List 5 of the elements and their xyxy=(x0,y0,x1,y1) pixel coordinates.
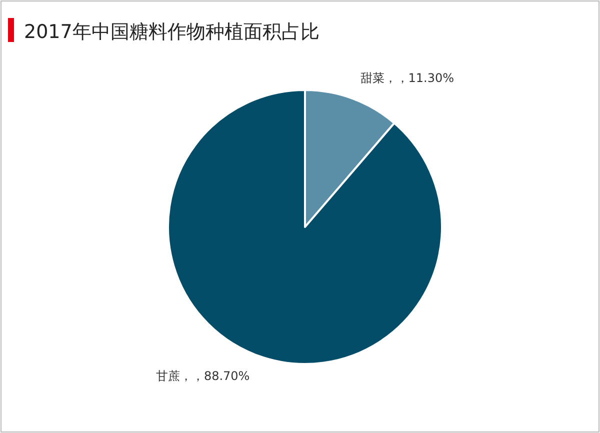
slice-label: 甜菜 xyxy=(360,70,384,85)
slice-label: 甘蔗 xyxy=(156,369,180,384)
data-label: ，，88.70% xyxy=(180,369,250,384)
data-label: ，，11.30% xyxy=(384,70,454,85)
chart-title: 2017年中国糖料作物种植面积占比 xyxy=(24,21,320,43)
